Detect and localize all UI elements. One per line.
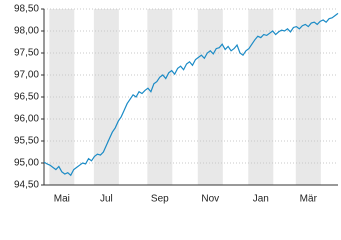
price-line bbox=[43, 12, 339, 177]
x-tick-label: Mai bbox=[54, 194, 70, 205]
y-tick-label: 95,50 bbox=[14, 136, 39, 147]
y-tick-label: 96,00 bbox=[14, 114, 39, 125]
x-tick-label: Jan bbox=[253, 194, 269, 205]
x-tick-label: Mär bbox=[300, 194, 318, 205]
month-band bbox=[197, 9, 223, 185]
month-band bbox=[147, 9, 173, 185]
y-tick-label: 98,00 bbox=[14, 26, 39, 37]
y-tick-label: 94,50 bbox=[14, 180, 39, 191]
x-tick-label: Nov bbox=[201, 194, 219, 205]
x-tick-label: Jul bbox=[100, 194, 113, 205]
x-tick-label: Sep bbox=[151, 194, 169, 205]
y-tick-label: 97,00 bbox=[14, 70, 39, 81]
chart: 94,50 95,00 95,50 96,00 96,50 97,00 97,50 98,00… bbox=[14, 4, 339, 205]
y-tick-label: 98,50 bbox=[14, 4, 39, 15]
y-tick-label: 95,00 bbox=[14, 158, 39, 169]
month-band bbox=[93, 9, 119, 185]
y-tick-label: 96,50 bbox=[14, 92, 39, 103]
y-tick-label: 97,50 bbox=[14, 48, 39, 59]
